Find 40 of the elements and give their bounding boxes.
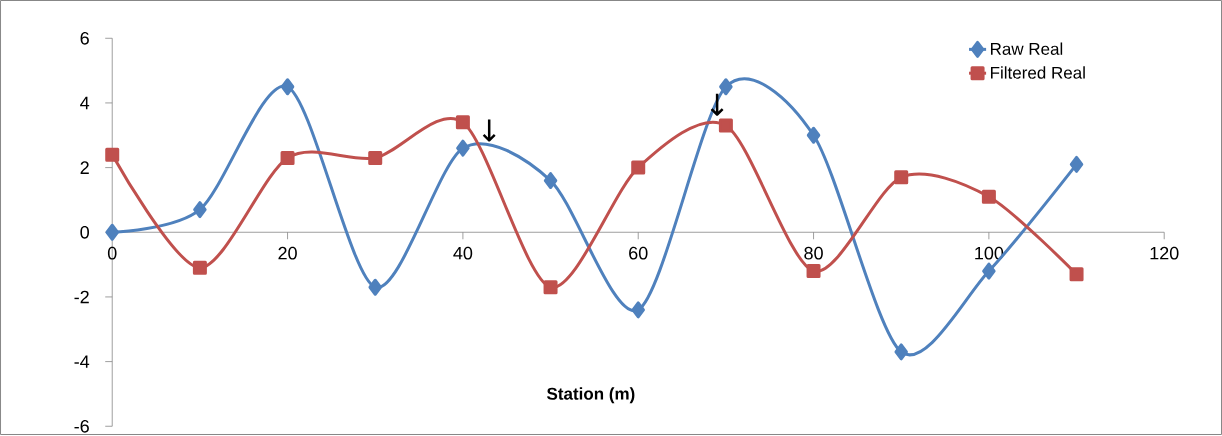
point (1069, 155, 1084, 173)
point (1069, 267, 1084, 282)
point (631, 160, 646, 175)
point (806, 264, 821, 279)
point (894, 170, 909, 185)
legend-label: Filtered Real (991, 66, 1085, 79)
x-tick-label: 20 (278, 246, 297, 260)
y-tick-label: 6 (80, 31, 89, 45)
point (280, 150, 295, 165)
point (105, 223, 119, 241)
point (543, 172, 558, 190)
x-tick-label: 60 (629, 246, 648, 260)
x-tick-label: 120 (1150, 246, 1179, 260)
point (192, 260, 207, 275)
point (193, 201, 207, 219)
point (455, 115, 470, 130)
point (368, 150, 383, 165)
point (718, 118, 733, 133)
point (631, 301, 645, 319)
legend-label: Raw Real (991, 42, 1063, 55)
annotation: ↓ (482, 119, 496, 142)
x-tick-label: 0 (107, 246, 117, 260)
y-tick-label: -6 (74, 419, 89, 433)
y-tick-label: -2 (74, 290, 89, 304)
point (894, 343, 908, 361)
point (806, 126, 821, 144)
point (456, 139, 470, 157)
point (981, 189, 996, 204)
y-tick-label: 0 (80, 225, 89, 239)
x-tick-label: 80 (804, 246, 823, 260)
y-tick-label: -4 (74, 355, 90, 368)
y-tick-label: 2 (80, 161, 89, 174)
x-axis-title: Station (m) (546, 387, 635, 404)
point (982, 262, 996, 280)
point (105, 147, 120, 162)
point (368, 278, 382, 296)
point (543, 280, 558, 295)
x-tick-label: 40 (453, 246, 473, 260)
y-tick-label: 4 (80, 96, 90, 110)
point (280, 78, 295, 96)
